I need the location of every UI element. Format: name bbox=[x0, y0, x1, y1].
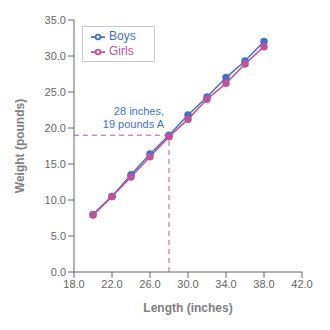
svg-text:22.0: 22.0 bbox=[101, 278, 122, 290]
svg-text:26.0: 26.0 bbox=[139, 278, 160, 290]
svg-text:Length (inches): Length (inches) bbox=[143, 301, 232, 315]
svg-text:35.0: 35.0 bbox=[45, 14, 66, 26]
svg-text:30.0: 30.0 bbox=[45, 50, 66, 62]
svg-text:28 inches,19 pounds A: 28 inches,19 pounds A bbox=[103, 105, 165, 130]
html-text:Boys: Boys bbox=[109, 29, 136, 43]
svg-text:15.0: 15.0 bbox=[45, 158, 66, 170]
html-text:Girls: Girls bbox=[109, 43, 134, 58]
svg-text:10.0: 10.0 bbox=[45, 194, 66, 206]
svg-text:18.0: 18.0 bbox=[63, 278, 84, 290]
svg-text:42.0: 42.0 bbox=[291, 278, 312, 290]
svg-text:20.0: 20.0 bbox=[45, 122, 66, 134]
svg-text:30.0: 30.0 bbox=[177, 278, 198, 290]
svg-text:25.0: 25.0 bbox=[45, 86, 66, 98]
svg-text:34.0: 34.0 bbox=[215, 278, 236, 290]
svg-text:38.0: 38.0 bbox=[253, 278, 274, 290]
svg-text:5.0: 5.0 bbox=[51, 230, 66, 242]
svg-text:Weight (pounds): Weight (pounds) bbox=[13, 99, 27, 193]
svg-text:0.0: 0.0 bbox=[51, 266, 66, 278]
